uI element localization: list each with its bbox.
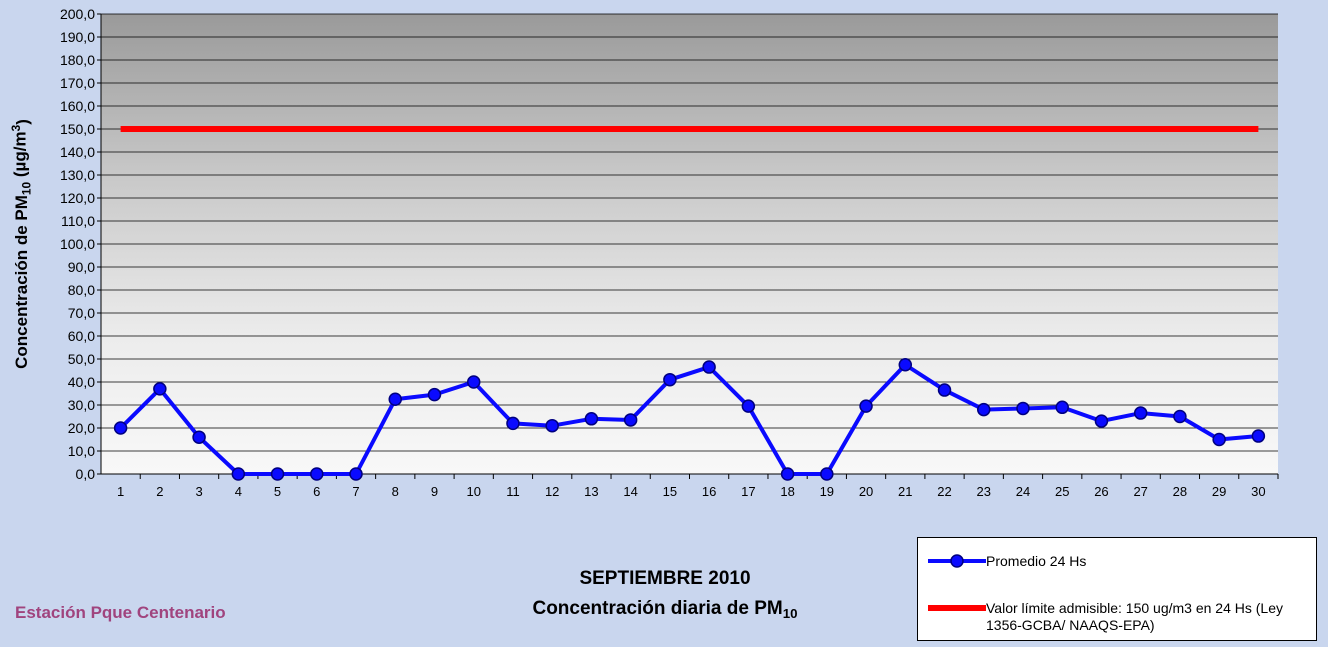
x-tick-label: 1 xyxy=(117,484,124,499)
point xyxy=(625,414,637,426)
chart-subtitle: Concentración diaria de PM10 xyxy=(532,598,797,621)
point xyxy=(1056,401,1068,413)
point xyxy=(272,468,284,480)
x-tick-label: 20 xyxy=(859,484,873,499)
legend-label: Promedio 24 Hs xyxy=(986,553,1306,570)
x-tick-label: 27 xyxy=(1133,484,1147,499)
x-tick-label: 2 xyxy=(156,484,163,499)
point xyxy=(468,376,480,388)
y-tick-label: 0,0 xyxy=(76,466,96,482)
point xyxy=(154,383,166,395)
y-tick-label: 30,0 xyxy=(68,397,95,413)
point xyxy=(899,359,911,371)
y-tick-label: 170,0 xyxy=(60,75,95,91)
x-tick-label: 15 xyxy=(663,484,677,499)
point xyxy=(507,417,519,429)
point xyxy=(860,400,872,412)
point xyxy=(1213,434,1225,446)
point xyxy=(428,389,440,401)
x-tick-label: 25 xyxy=(1055,484,1069,499)
y-tick-label: 160,0 xyxy=(60,98,95,114)
x-tick-label: 7 xyxy=(352,484,359,499)
point xyxy=(350,468,362,480)
y-tick-label: 100,0 xyxy=(60,236,95,252)
y-tick-label: 190,0 xyxy=(60,29,95,45)
y-axis-label: Concentración de PM10 (µg/m3) xyxy=(9,119,33,369)
x-tick-label: 8 xyxy=(392,484,399,499)
x-tick-label: 23 xyxy=(977,484,991,499)
point xyxy=(546,420,558,432)
x-tick-label: 16 xyxy=(702,484,716,499)
x-tick-label: 11 xyxy=(506,484,520,499)
x-tick-label: 10 xyxy=(466,484,480,499)
x-tick-label: 4 xyxy=(235,484,242,499)
x-tick-label: 22 xyxy=(937,484,951,499)
x-tick-label: 29 xyxy=(1212,484,1226,499)
page: Estación Pque Centenario 0,0 10,0 20,0 30,0… xyxy=(0,0,1328,647)
legend: Promedio 24 Hs Valor límite admisible: 1… xyxy=(917,537,1317,641)
point xyxy=(939,384,951,396)
text-part: ) xyxy=(13,119,32,125)
point xyxy=(821,468,833,480)
point xyxy=(1017,402,1029,414)
point xyxy=(1174,411,1186,423)
point xyxy=(193,431,205,443)
point xyxy=(703,361,715,373)
station-label: Estación Pque Centenario xyxy=(15,603,226,622)
y-tick-label: 130,0 xyxy=(60,167,95,183)
y-tick-label: 60,0 xyxy=(68,328,95,344)
point xyxy=(978,404,990,416)
point xyxy=(782,468,794,480)
point xyxy=(585,413,597,425)
y-tick-label: 20,0 xyxy=(68,420,95,436)
point xyxy=(1252,430,1264,442)
x-tick-label: 6 xyxy=(313,484,320,499)
x-tick-label: 3 xyxy=(195,484,202,499)
point xyxy=(311,468,323,480)
x-tick-label: 14 xyxy=(623,484,637,499)
y-tick-label: 140,0 xyxy=(60,144,95,160)
x-tick-label: 24 xyxy=(1016,484,1030,499)
x-tick-label: 19 xyxy=(820,484,834,499)
x-tick-label: 5 xyxy=(274,484,281,499)
x-tick-label: 26 xyxy=(1094,484,1108,499)
point xyxy=(742,400,754,412)
chart-title: SEPTIEMBRE 2010 xyxy=(579,568,750,589)
subscript: 10 xyxy=(20,181,34,195)
subscript: 10 xyxy=(783,606,798,621)
legend-marker xyxy=(951,555,963,567)
y-tick-label: 200,0 xyxy=(60,6,95,22)
point xyxy=(232,468,244,480)
y-tick-label: 80,0 xyxy=(68,282,95,298)
point xyxy=(389,393,401,405)
y-tick-label: 120,0 xyxy=(60,190,95,206)
x-tick-label: 9 xyxy=(431,484,438,499)
point xyxy=(664,374,676,386)
x-tick-label: 13 xyxy=(584,484,598,499)
text-part: Concentración diaria de PM xyxy=(532,598,782,619)
x-tick-label: 21 xyxy=(898,484,912,499)
y-tick-label: 90,0 xyxy=(68,259,95,275)
text-part: (µg/m xyxy=(10,131,29,181)
x-tick-label: 28 xyxy=(1173,484,1187,499)
x-tick-label: 18 xyxy=(780,484,794,499)
point xyxy=(1095,415,1107,427)
x-tick-label: 12 xyxy=(545,484,559,499)
point xyxy=(115,422,127,434)
text-part: SEPTIEMBRE 2010 xyxy=(579,568,750,589)
x-tick-label: 17 xyxy=(741,484,755,499)
text-part: Concentración de PM xyxy=(12,195,31,369)
y-tick-label: 50,0 xyxy=(68,351,95,367)
x-tick-label: 30 xyxy=(1251,484,1265,499)
y-tick-label: 110,0 xyxy=(61,213,95,229)
legend-label: Valor límite admisible: 150 ug/m3 en 24 … xyxy=(986,600,1306,634)
y-tick-label: 70,0 xyxy=(68,305,95,321)
y-tick-label: 180,0 xyxy=(60,52,95,68)
y-tick-label: 10,0 xyxy=(68,443,95,459)
y-tick-label: 40,0 xyxy=(68,374,95,390)
y-tick-label: 150,0 xyxy=(60,121,95,137)
legend-swatches xyxy=(918,538,988,642)
point xyxy=(1135,407,1147,419)
